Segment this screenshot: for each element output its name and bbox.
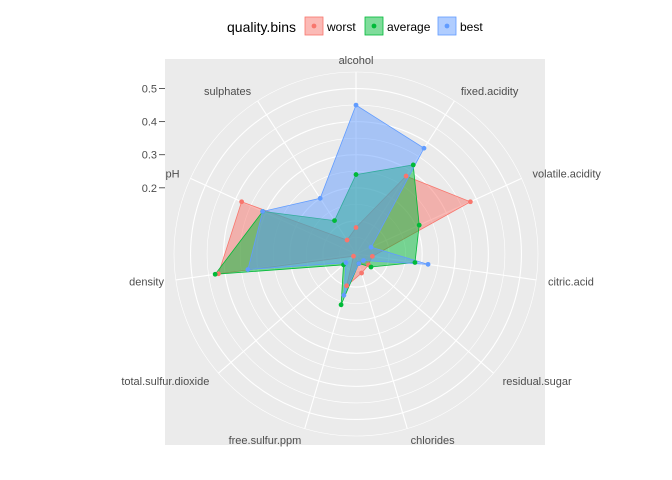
axis-label-citric-acid: citric.acid (548, 277, 594, 289)
data-point-worst-volatile-acidity (467, 199, 473, 205)
legend: quality.bins worst average best (227, 16, 483, 36)
data-point-best-fixed-acidity (421, 145, 427, 151)
data-point-worst-alcohol (353, 225, 359, 230)
data-point-best-citric-acid (425, 261, 431, 267)
data-point-worst-chlorides (359, 270, 364, 276)
legend-key-point (444, 23, 450, 29)
legend-key-point (311, 23, 317, 29)
data-point-worst-free-sulfur-ppm (344, 283, 350, 289)
data-point-best-chlorides (356, 261, 362, 266)
legend-label-average: average (387, 20, 431, 34)
y-tick-label: 0.5 (142, 84, 157, 96)
axis-label-residual-sugar: residual.sugar (503, 376, 572, 388)
data-point-best-volatile-acidity (368, 244, 374, 250)
legend-item-worst: worst (304, 16, 356, 36)
data-point-average-volatile-acidity (416, 222, 422, 228)
data-point-best-ph (260, 208, 266, 214)
y-tick-label: 0.3 (142, 150, 157, 162)
axis-label-density: density (129, 277, 164, 289)
grid-spoke (218, 253, 357, 374)
axis-label-alcohol: alcohol (339, 55, 374, 67)
y-ticks: 0.2 0.3 0.4 0.5 (142, 84, 165, 195)
data-point-average-density (212, 271, 218, 277)
data-point-worst-citric-acid (369, 253, 375, 259)
data-point-best-free-sulfur-ppm (341, 292, 347, 298)
data-point-best-density (245, 267, 251, 272)
series-area-best (247, 104, 429, 296)
series-best (247, 104, 429, 296)
legend-item-average: average (364, 16, 431, 36)
data-point-average-free-sulfur-ppm (338, 302, 344, 308)
axis-label-fixed-acidity: fixed.acidity (461, 86, 519, 98)
series-layer (212, 102, 473, 308)
data-point-average-alcohol (353, 172, 359, 177)
grid-spoke (355, 253, 494, 374)
data-point-best-alcohol (353, 102, 359, 108)
data-point-average-citric-acid (412, 260, 418, 265)
data-point-best-total-sulfur-dioxide (343, 260, 349, 266)
data-point-average-sulphates (332, 218, 337, 223)
axis-label-sulphates: sulphates (204, 86, 252, 98)
data-point-best-residual-sugar (361, 258, 366, 263)
data-point-worst-ph (239, 199, 245, 205)
series-points-worst (216, 173, 473, 289)
axis-label-chlorides: chlorides (411, 435, 456, 447)
series-points-best (245, 102, 431, 298)
y-tick-label: 0.2 (142, 183, 157, 195)
axis-label-ph: pH (165, 168, 179, 180)
legend-title: quality.bins (227, 19, 296, 35)
data-point-average-residual-sugar (368, 264, 374, 270)
axis-label-volatile-acidity: volatile.acidity (532, 168, 601, 180)
data-point-worst-total-sulfur-dioxide (351, 253, 356, 259)
legend-label-worst: worst (326, 20, 356, 34)
data-point-average-fixed-acidity (410, 162, 416, 168)
legend-item-best: best (437, 16, 483, 36)
grid-spoke (355, 253, 408, 429)
axis-labels: alcohol fixed.acidity volatile.acidity citr… (121, 55, 601, 447)
legend-key-point (371, 23, 377, 29)
legend-label-best: best (460, 20, 483, 34)
axis-label-total-sulfur-dioxide: total.sulfur.dioxide (121, 376, 209, 388)
data-point-best-sulphates (317, 195, 323, 201)
axis-label-free-sulfur-ppm: free.sulfur.ppm (229, 435, 302, 447)
data-point-worst-fixed-acidity (403, 173, 409, 179)
data-point-worst-sulphates (344, 237, 350, 243)
y-tick-label: 0.4 (142, 117, 157, 129)
